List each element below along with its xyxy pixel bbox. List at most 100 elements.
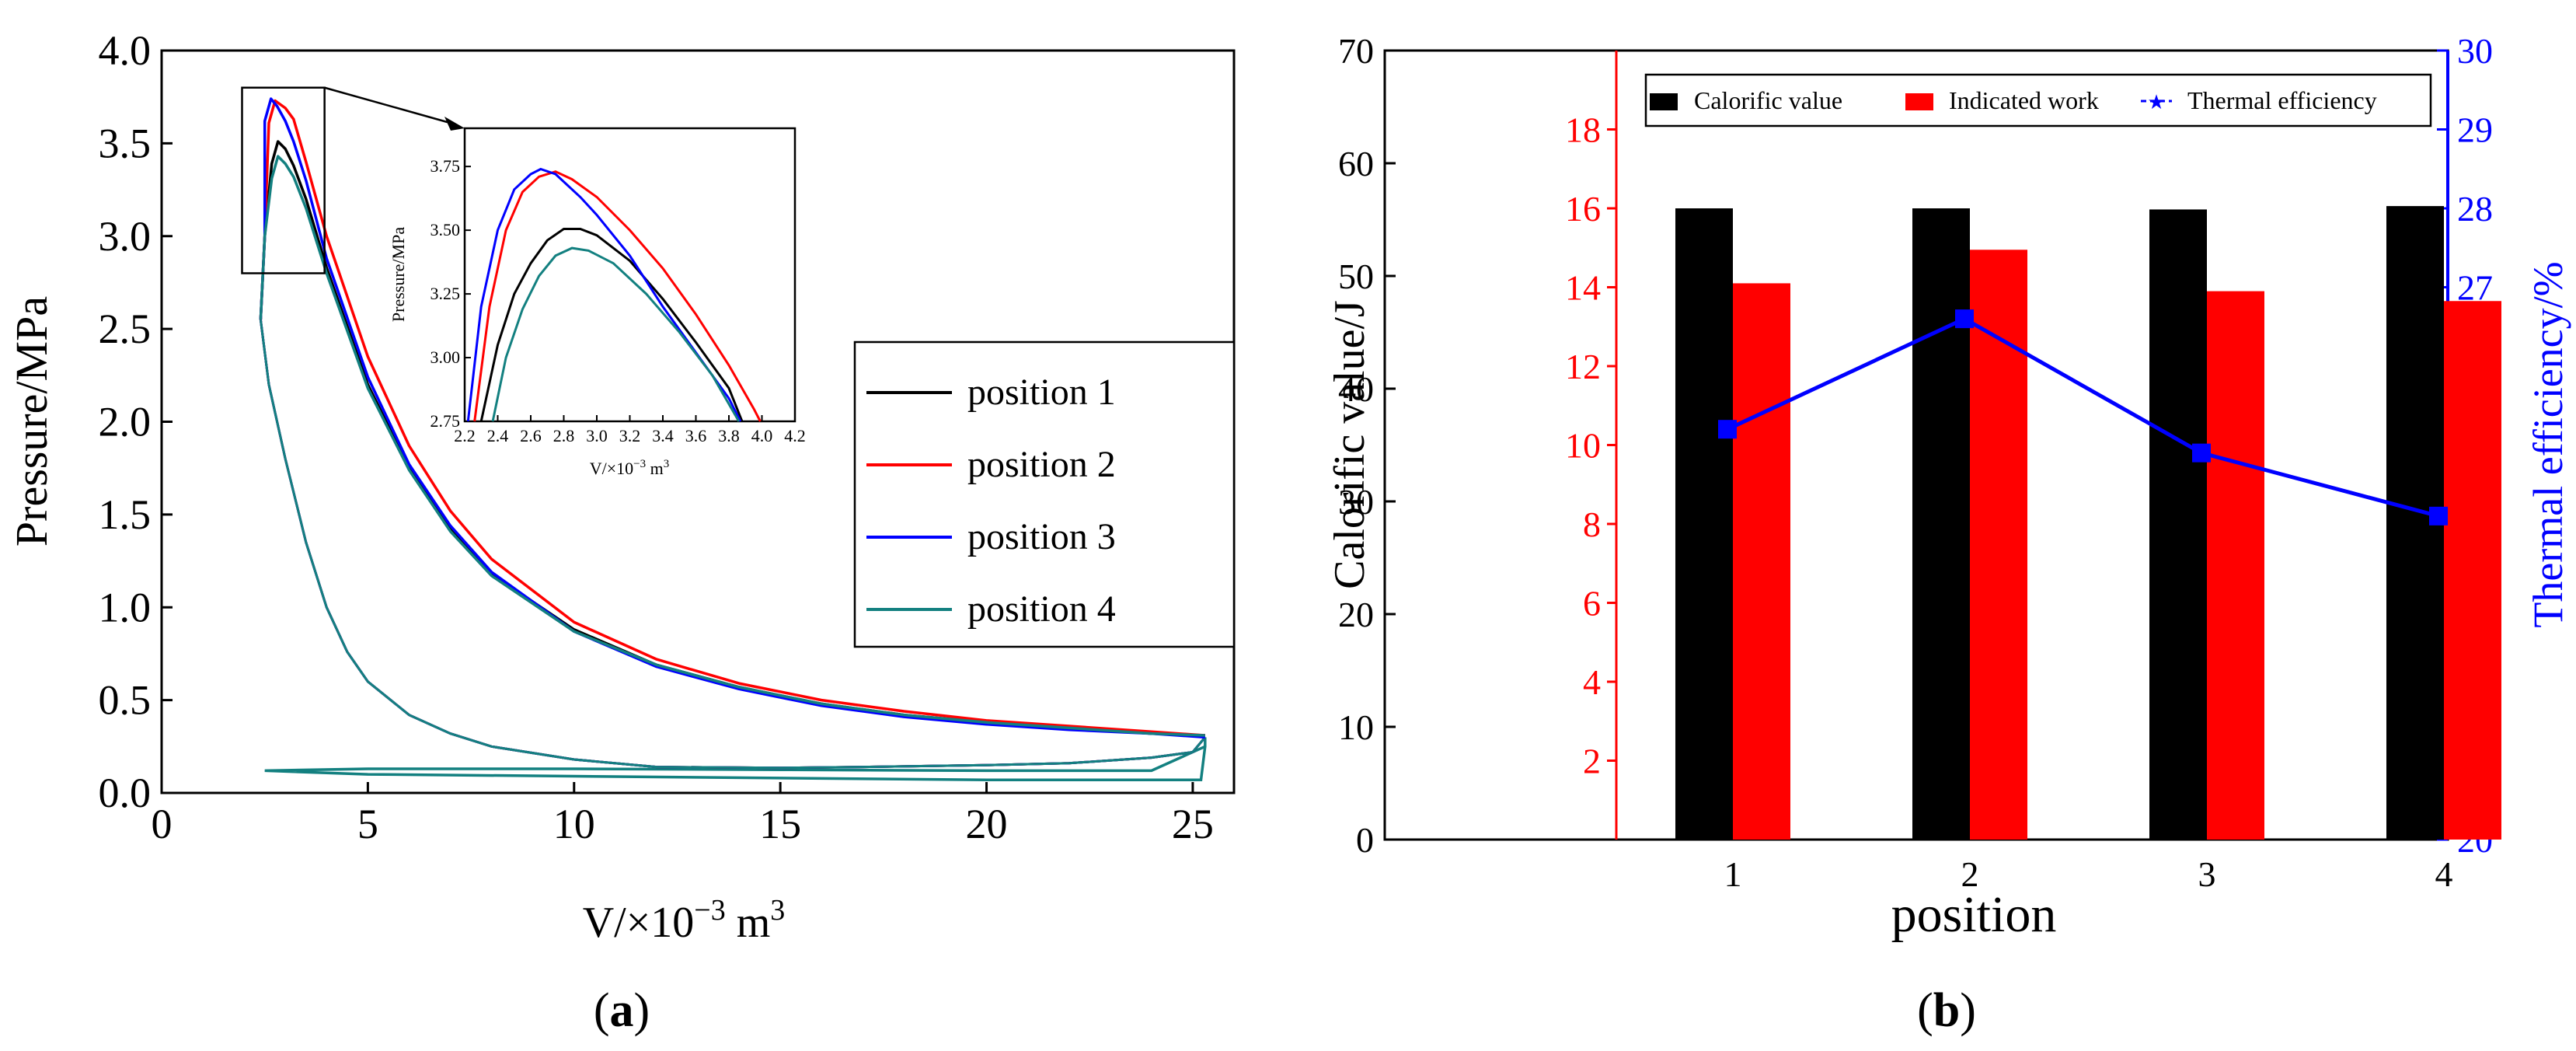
panel-b-right-tick-label: 30 (2457, 31, 2493, 71)
thermal-efficiency-line (1726, 316, 2439, 519)
panel-a-y-tick-label: 2.5 (99, 306, 152, 352)
legend-entry-position-1: position 1 (866, 372, 1116, 413)
panel-b-inner-tick-label: 14 (1565, 268, 1601, 308)
panel-a-x-axis-title: V/×10−3 m3 (583, 894, 786, 947)
panel-a-y-tick-label: 0.5 (99, 677, 152, 724)
legend-label-indicated-work: Indicated work (1949, 86, 2099, 114)
legend-entry-calorific-value: Calorific value (1650, 86, 1842, 114)
panel-b-left-axis-title: Calorific value/J (1326, 300, 1374, 589)
inset-y-tick-label: 3.75 (430, 156, 461, 176)
inset-x-tick-label: 4.0 (751, 426, 773, 445)
inset-x-tick-label: 3.2 (619, 426, 641, 445)
inset-x-tick-label: 4.2 (784, 426, 806, 445)
panel-b-inner-tick-label: 6 (1583, 584, 1601, 623)
inset-x-tick-label: 2.4 (487, 426, 509, 445)
legend-label-position-4: position 4 (967, 588, 1116, 630)
inset-y-tick-label: 3.50 (430, 220, 461, 239)
inset-x-axis-label: V/×10−3 m3 (590, 458, 670, 478)
inset-x-tick-label: 3.6 (685, 426, 707, 445)
legend-entry-thermal-efficiency: ★ Thermal efficiency (2141, 86, 2377, 114)
legend-entry-indicated-work: Indicated work (1905, 86, 2099, 114)
panel-a-caption: (a) (594, 984, 650, 1037)
legend-entry-position-3: position 3 (866, 516, 1116, 557)
bar-calorific-value-2 (1912, 208, 1970, 840)
panel-b-x-tick-label: 3 (2198, 854, 2216, 894)
pv-curve-position-2 (259, 99, 1205, 737)
panel-b-inner-tick-label: 18 (1565, 110, 1601, 150)
legend-swatch-calorific-value (1650, 93, 1678, 110)
inset-x-tick-label: 2.2 (454, 426, 476, 445)
panel-b-left-tick-label: 10 (1338, 707, 1374, 747)
legend-star-icon: ★ (2147, 91, 2165, 113)
pv-compression-position-4 (259, 319, 1206, 770)
legend-label-position-3: position 3 (967, 516, 1116, 557)
thermal-efficiency-point-2 (1955, 309, 1974, 329)
panel-a-chart: 0 5 10 15 20 25 0.0 0.5 1.0 1.5 2.0 2.5 3.0 3.5 4.0 2.… (6, 27, 1236, 1037)
inset-x-tick-label: 3.4 (652, 426, 674, 445)
legend-swatch-indicated-work (1905, 93, 1933, 110)
panel-b-right-axis-title: Thermal efficiency/% (2525, 261, 2571, 627)
legend-label-calorific-value: Calorific value (1694, 86, 1842, 114)
inset-zoom-connector (324, 86, 456, 126)
panel-a-x-tick-label: 0 (152, 801, 173, 847)
panel-b-left-tick-label: 0 (1356, 820, 1374, 860)
bar-calorific-value-3 (2149, 209, 2207, 840)
bar-indicated-work-3 (2207, 291, 2264, 840)
panel-b-left-tick-label: 30 (1338, 482, 1374, 522)
panel-a-y-tick-label: 4.0 (99, 27, 152, 74)
inset-x-tick-label: 3.8 (718, 426, 740, 445)
panel-b-x-axis-title: position (1891, 886, 2057, 943)
inset-chart: 2.2 2.4 2.6 2.8 3.0 3.2 3.4 3.6 3.8 4.0 4.2 2.75 3.0… (389, 127, 806, 478)
panel-b-inner-tick-label: 12 (1565, 347, 1601, 386)
panel-b-left-tick-label: 60 (1338, 144, 1374, 183)
inset-x-tick-label: 2.8 (553, 426, 575, 445)
panel-b-left-tick-label: 20 (1338, 595, 1374, 634)
thermal-efficiency-point-1 (1718, 420, 1737, 439)
inset-y-axis-label: Pressure/MPa (389, 227, 408, 322)
inset-y-tick-label: 2.75 (430, 411, 461, 431)
panel-b-inner-tick-label: 8 (1583, 505, 1601, 544)
legend-entry-position-2: position 2 (866, 444, 1116, 485)
panel-a-y-axis-title: Pressure/MPa (6, 296, 57, 546)
legend-entry-position-4: position 4 (866, 588, 1116, 630)
inset-x-tick-label: 3.0 (586, 426, 608, 445)
panel-b-left-tick-label: 40 (1338, 369, 1374, 409)
panel-a-x-tick-label: 10 (553, 801, 595, 847)
panel-b-x-tick-label: 1 (1724, 854, 1742, 894)
panel-a-x-tick-label: 5 (357, 801, 378, 847)
panel-b-right-tick-label: 28 (2457, 189, 2493, 229)
panel-b-caption: (b) (1917, 984, 1976, 1037)
panel-b-right-tick-label: 29 (2457, 110, 2493, 150)
bar-indicated-work-1 (1733, 283, 1790, 840)
panel-b-inner-tick-label: 16 (1565, 189, 1601, 229)
panel-a-x-tick-label: 25 (1172, 801, 1214, 847)
panel-b-legend: Calorific value Indicated work ★ Thermal… (1644, 73, 2432, 127)
inset-x-tick-label: 2.6 (520, 426, 542, 445)
legend-label-position-1: position 1 (967, 372, 1116, 413)
inset-curve-position-2 (473, 170, 762, 422)
panel-a-x-tick-label: 15 (759, 801, 801, 847)
panel-b-legend-box (1644, 73, 2432, 127)
panel-a-y-tick-label: 1.0 (99, 584, 152, 630)
pv-curve-position-4 (259, 155, 1205, 737)
legend-label-thermal-efficiency: Thermal efficiency (2187, 86, 2377, 114)
inset-y-tick-label: 3.25 (430, 284, 461, 303)
panel-b-chart: 0102030405060702468101214161820212223242… (1326, 31, 2571, 1037)
pv-intake-exhaust-loop (264, 737, 1207, 782)
panel-b-left-tick-label: 70 (1338, 31, 1374, 71)
panel-a-y-tick-label: 2.0 (99, 399, 152, 445)
inset-y-tick-label: 3.00 (430, 347, 461, 367)
inset-zoom-arrowhead (444, 117, 465, 131)
panel-a-legend: position 1 position 2 position 3 positio… (853, 340, 1236, 648)
pv-curve-position-3 (259, 97, 1205, 739)
bar-calorific-value-1 (1675, 208, 1733, 840)
thermal-efficiency-point-4 (2429, 506, 2448, 526)
legend-label-position-2: position 2 (967, 444, 1116, 485)
panel-b-right-tick-label: 27 (2457, 268, 2493, 308)
panel-b-inner-tick-label: 2 (1583, 742, 1601, 781)
panel-a-x-tick-label: 20 (966, 801, 1008, 847)
panel-a-y-tick-label: 3.0 (99, 213, 152, 260)
panel-a-y-tick-label: 3.5 (99, 120, 152, 166)
